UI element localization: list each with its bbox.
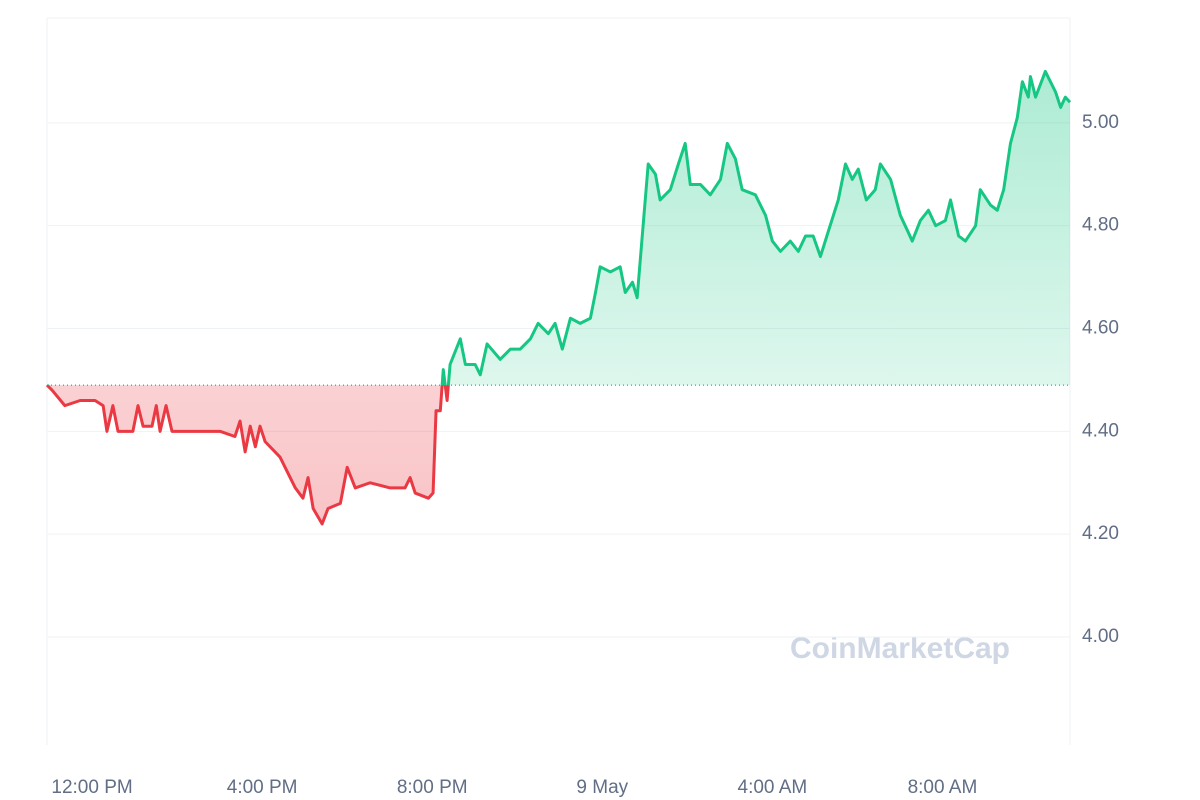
y-tick-label: 4.60 (1082, 318, 1119, 339)
x-tick-label: 9 May (576, 777, 628, 798)
area-up (442, 71, 1070, 386)
x-tick-label: 4:00 PM (227, 777, 298, 798)
price-line-up (47, 69, 1072, 386)
y-tick-label: 4.40 (1082, 420, 1119, 441)
x-tick-label: 8:00 PM (397, 777, 468, 798)
y-tick-label: 4.80 (1082, 215, 1119, 236)
y-tick-label: 4.20 (1082, 523, 1119, 544)
area-down (47, 385, 1070, 524)
y-tick-label: 4.00 (1082, 626, 1119, 647)
x-tick-label: 12:00 PM (51, 777, 132, 798)
price-line-down (45, 385, 450, 526)
y-tick-label: 5.00 (1082, 112, 1119, 133)
x-tick-label: 4:00 AM (738, 777, 808, 798)
x-tick-label: 8:00 AM (908, 777, 978, 798)
